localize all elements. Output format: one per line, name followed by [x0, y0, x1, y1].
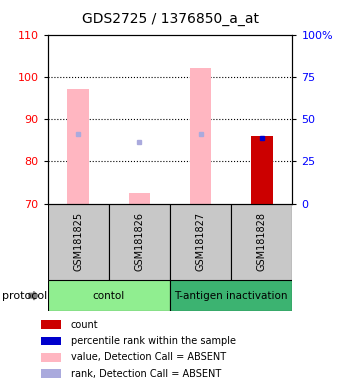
Bar [41, 353, 61, 362]
Bar [129, 193, 150, 204]
Text: rank, Detection Call = ABSENT: rank, Detection Call = ABSENT [71, 369, 221, 379]
Bar [170, 204, 231, 280]
Bar [170, 280, 292, 311]
Text: count: count [71, 319, 99, 330]
Bar [190, 68, 211, 204]
Text: GSM181828: GSM181828 [257, 212, 267, 271]
Bar [68, 89, 89, 204]
Text: GDS2725 / 1376850_a_at: GDS2725 / 1376850_a_at [82, 12, 258, 25]
Bar [41, 320, 61, 329]
Bar [48, 204, 109, 280]
Text: protocol: protocol [2, 291, 47, 301]
Text: contol: contol [93, 291, 125, 301]
Text: GSM181827: GSM181827 [195, 212, 206, 271]
Bar [109, 204, 170, 280]
Bar [251, 136, 273, 204]
Text: GSM181826: GSM181826 [134, 212, 144, 271]
Text: T-antigen inactivation: T-antigen inactivation [174, 291, 288, 301]
Bar [41, 369, 61, 378]
Bar [231, 204, 292, 280]
Bar [48, 280, 170, 311]
Text: GSM181825: GSM181825 [73, 212, 83, 271]
Text: percentile rank within the sample: percentile rank within the sample [71, 336, 236, 346]
Bar [41, 337, 61, 345]
Text: value, Detection Call = ABSENT: value, Detection Call = ABSENT [71, 352, 226, 362]
